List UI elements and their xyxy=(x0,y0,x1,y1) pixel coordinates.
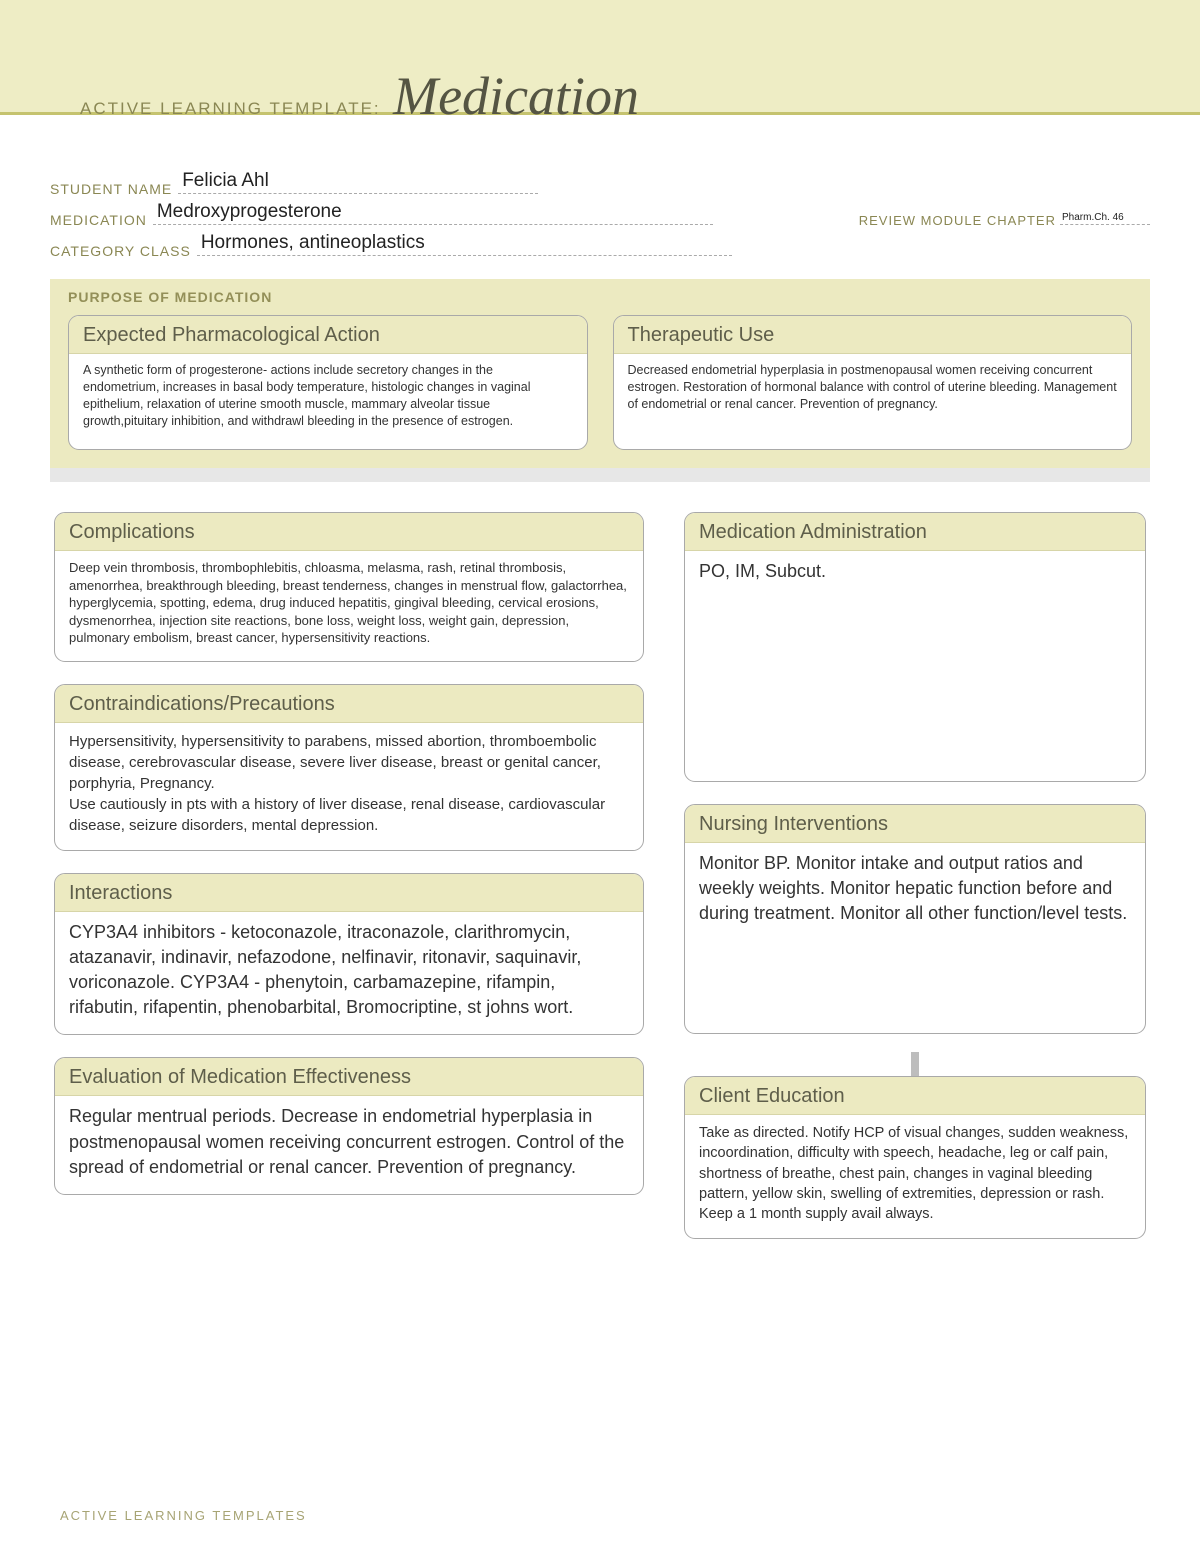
box-pharm-action: Expected Pharmacological Action A synthe… xyxy=(68,315,588,450)
template-title: Medication xyxy=(393,65,639,127)
box-contraindications-body: Hypersensitivity, hypersensitivity to pa… xyxy=(55,723,643,850)
box-pharm-action-title: Expected Pharmacological Action xyxy=(69,316,587,354)
review-module-label: REVIEW MODULE CHAPTER xyxy=(859,213,1056,228)
box-therapeutic-use-body: Decreased endometrial hyperplasia in pos… xyxy=(614,354,1132,449)
category-value: Hormones, antineoplastics xyxy=(201,232,425,254)
box-evaluation-title: Evaluation of Medication Effectiveness xyxy=(55,1058,643,1096)
box-interactions-body: CYP3A4 inhibitors - ketoconazole, itraco… xyxy=(55,912,643,1035)
fields-block: STUDENT NAME Felicia Ahl MEDICATION Medr… xyxy=(50,172,1150,259)
box-contraindications: Contraindications/Precautions Hypersensi… xyxy=(54,684,644,851)
box-evaluation: Evaluation of Medication Effectiveness R… xyxy=(54,1057,644,1195)
box-pharm-action-body: A synthetic form of progesterone- action… xyxy=(69,354,587,449)
box-interactions: Interactions CYP3A4 inhibitors - ketocon… xyxy=(54,873,644,1036)
review-module-value: Pharm.Ch. 46 xyxy=(1062,212,1124,223)
box-interactions-title: Interactions xyxy=(55,874,643,912)
box-medication-admin: Medication Administration PO, IM, Subcut… xyxy=(684,512,1146,782)
header: ACTIVE LEARNING TEMPLATE: Medication xyxy=(50,30,1150,127)
medication-value: Medroxyprogesterone xyxy=(157,201,342,223)
box-nursing-interventions: Nursing Interventions Monitor BP. Monito… xyxy=(684,804,1146,1034)
student-name-value: Felicia Ahl xyxy=(182,170,269,192)
box-therapeutic-use: Therapeutic Use Decreased endometrial hy… xyxy=(613,315,1133,450)
box-complications-title: Complications xyxy=(55,513,643,551)
student-name-label: STUDENT NAME xyxy=(50,181,172,197)
box-nursing-interventions-title: Nursing Interventions xyxy=(685,805,1145,843)
purpose-heading: PURPOSE OF MEDICATION xyxy=(68,289,1132,305)
box-complications: Complications Deep vein thrombosis, thro… xyxy=(54,512,644,662)
box-client-education-title: Client Education xyxy=(685,1077,1145,1115)
box-evaluation-body: Regular mentrual periods. Decrease in en… xyxy=(55,1096,643,1194)
box-complications-body: Deep vein thrombosis, thrombophlebitis, … xyxy=(55,551,643,661)
footer-text: ACTIVE LEARNING TEMPLATES xyxy=(60,1508,307,1523)
box-medication-admin-title: Medication Administration xyxy=(685,513,1145,551)
column-right: Medication Administration PO, IM, Subcut… xyxy=(684,512,1146,1261)
medication-label: MEDICATION xyxy=(50,212,147,228)
column-left: Complications Deep vein thrombosis, thro… xyxy=(54,512,644,1261)
box-nursing-interventions-body: Monitor BP. Monitor intake and output ra… xyxy=(685,843,1145,1033)
box-medication-admin-body: PO, IM, Subcut. xyxy=(685,551,1145,781)
box-therapeutic-use-title: Therapeutic Use xyxy=(614,316,1132,354)
box-client-education: Client Education Take as directed. Notif… xyxy=(684,1076,1146,1239)
category-label: CATEGORY CLASS xyxy=(50,243,191,259)
template-label: ACTIVE LEARNING TEMPLATE: xyxy=(80,99,381,119)
box-client-education-body: Take as directed. Notify HCP of visual c… xyxy=(685,1115,1145,1238)
purpose-section: PURPOSE OF MEDICATION Expected Pharmacol… xyxy=(50,279,1150,482)
box-contraindications-title: Contraindications/Precautions xyxy=(55,685,643,723)
